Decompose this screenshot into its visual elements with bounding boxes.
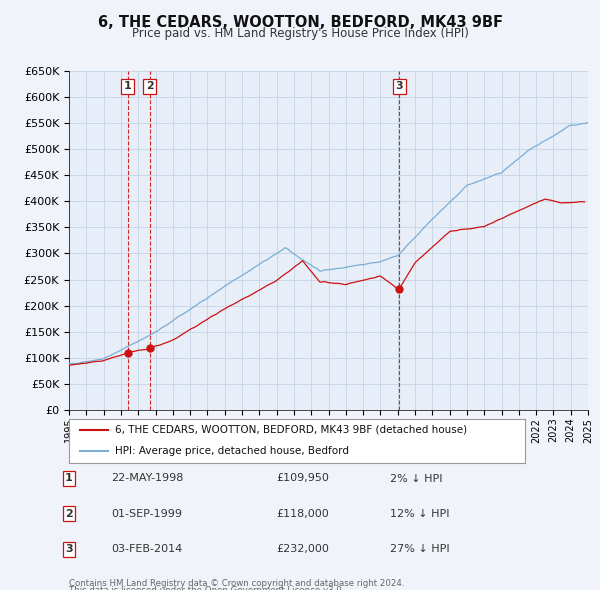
Text: 3: 3 xyxy=(65,545,73,554)
Text: 03-FEB-2014: 03-FEB-2014 xyxy=(111,545,182,554)
Text: £118,000: £118,000 xyxy=(276,509,329,519)
Text: 22-MAY-1998: 22-MAY-1998 xyxy=(111,474,184,483)
Text: 1: 1 xyxy=(124,81,131,91)
Text: 27% ↓ HPI: 27% ↓ HPI xyxy=(390,545,449,554)
Text: 2: 2 xyxy=(146,81,154,91)
Text: 01-SEP-1999: 01-SEP-1999 xyxy=(111,509,182,519)
Text: 6, THE CEDARS, WOOTTON, BEDFORD, MK43 9BF (detached house): 6, THE CEDARS, WOOTTON, BEDFORD, MK43 9B… xyxy=(115,425,467,435)
Text: 1: 1 xyxy=(65,474,73,483)
Text: 6, THE CEDARS, WOOTTON, BEDFORD, MK43 9BF: 6, THE CEDARS, WOOTTON, BEDFORD, MK43 9B… xyxy=(97,15,503,30)
Text: 12% ↓ HPI: 12% ↓ HPI xyxy=(390,509,449,519)
Text: This data is licensed under the Open Government Licence v3.0.: This data is licensed under the Open Gov… xyxy=(69,586,344,590)
Text: £109,950: £109,950 xyxy=(276,474,329,483)
Text: Price paid vs. HM Land Registry's House Price Index (HPI): Price paid vs. HM Land Registry's House … xyxy=(131,27,469,40)
Text: £232,000: £232,000 xyxy=(276,545,329,554)
Text: 3: 3 xyxy=(395,81,403,91)
Text: Contains HM Land Registry data © Crown copyright and database right 2024.: Contains HM Land Registry data © Crown c… xyxy=(69,579,404,588)
Text: 2: 2 xyxy=(65,509,73,519)
Text: 2% ↓ HPI: 2% ↓ HPI xyxy=(390,474,443,483)
Text: HPI: Average price, detached house, Bedford: HPI: Average price, detached house, Bedf… xyxy=(115,446,349,455)
